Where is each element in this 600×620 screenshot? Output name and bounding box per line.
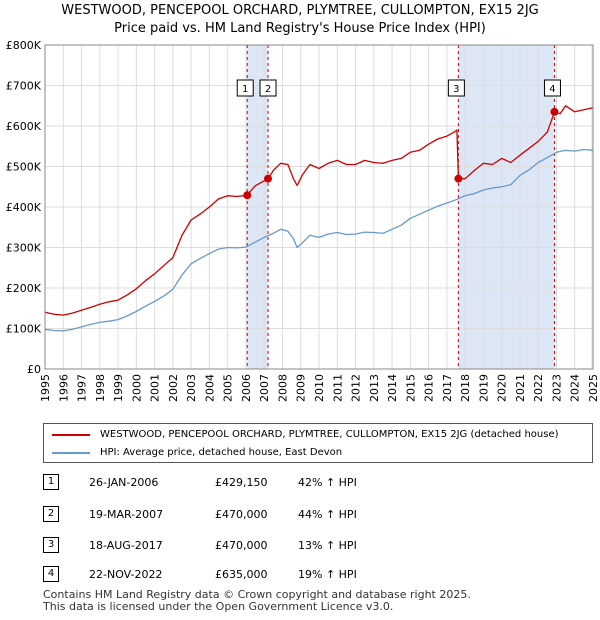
x-tick-label: 2002	[167, 374, 180, 402]
sale-hpi-diff: 42% ↑ HPI	[298, 476, 357, 489]
series-line-property	[44, 105, 594, 316]
x-tick-label: 2021	[514, 374, 527, 402]
sale-price: £470,000	[215, 508, 268, 521]
x-tick-label: 2020	[496, 374, 509, 402]
x-tick-label: 2005	[222, 374, 235, 402]
sale-date: 26-JAN-2006	[89, 476, 159, 489]
sale-date: 22-NOV-2022	[89, 568, 163, 581]
x-tick-label: 1995	[39, 374, 52, 402]
plot-frame	[44, 44, 594, 370]
sale-point	[264, 174, 273, 183]
x-tick-label: 2015	[404, 374, 417, 402]
y-tick-label: £600K	[6, 120, 42, 133]
x-tick-label: 2012	[350, 374, 363, 402]
sales-row: 2 19-MAR-2007 £470,000 44% ↑ HPI	[43, 505, 563, 525]
x-tick-label: 2022	[532, 374, 545, 402]
x-tick-label: 2000	[130, 374, 143, 402]
title-line-1: WESTWOOD, PENCEPOOL ORCHARD, PLYMTREE, C…	[61, 3, 539, 18]
x-tick-label: 2016	[423, 374, 436, 402]
sale-point	[454, 174, 463, 183]
y-tick-label: £300K	[6, 242, 42, 255]
sale-price: £470,000	[215, 539, 268, 552]
x-tick-label: 2001	[149, 374, 162, 402]
chart-title: WESTWOOD, PENCEPOOL ORCHARD, PLYMTREE, C…	[0, 2, 600, 38]
sale-hpi-diff: 44% ↑ HPI	[298, 508, 357, 521]
sale-badge-box	[447, 79, 465, 97]
sale-badge-box	[543, 79, 561, 97]
x-tick-label: 1996	[57, 374, 70, 402]
x-tick-label: 2009	[295, 374, 308, 402]
sale-badge-box	[236, 79, 254, 97]
sale-price: £635,000	[215, 568, 268, 581]
legend-swatch-property	[52, 434, 90, 436]
legend-label-hpi: HPI: Average price, detached house, East…	[100, 447, 343, 458]
x-tick-label: 2004	[203, 374, 216, 402]
y-tick-label: £500K	[6, 161, 42, 174]
price-chart: £0 £100K £200K £300K £400K £500K £600K £700K £80…	[6, 39, 600, 402]
sale-badge-number: 3	[453, 84, 459, 95]
legend-label-property: WESTWOOD, PENCEPOOL ORCHARD, PLYMTREE, C…	[100, 429, 559, 440]
x-tick-label: 2017	[441, 374, 454, 402]
x-tick-label: 1997	[76, 374, 89, 402]
footer-line-2: This data is licensed under the Open Gov…	[43, 600, 394, 613]
x-tick-label: 1999	[112, 374, 125, 402]
y-tick-label: £400K	[6, 201, 42, 214]
sale-point	[550, 107, 559, 116]
footer-attribution: Contains HM Land Registry data © Crown c…	[43, 589, 471, 613]
sale-badge-box	[259, 79, 277, 97]
sale-hpi-diff: 19% ↑ HPI	[298, 568, 357, 581]
sale-number-badge: 4	[43, 566, 59, 582]
series-line-hpi	[44, 148, 594, 332]
sale-number-badge: 1	[43, 474, 59, 490]
sale-number-badge: 3	[43, 537, 59, 553]
x-tick-label: 2019	[477, 374, 490, 402]
x-tick-label: 2008	[276, 374, 289, 402]
x-tick-label: 2011	[331, 374, 344, 402]
x-tick-label: 2007	[258, 374, 271, 402]
x-tick-label: 2010	[313, 374, 326, 402]
x-tick-label: 1998	[94, 374, 107, 402]
sale-date: 18-AUG-2017	[89, 539, 163, 552]
chart-legend: WESTWOOD, PENCEPOOL ORCHARD, PLYMTREE, C…	[43, 423, 593, 463]
x-tick-label: 2024	[569, 374, 582, 402]
x-tick-label: 2013	[368, 374, 381, 402]
y-tick-label: £100K	[6, 323, 42, 336]
sale-date: 19-MAR-2007	[89, 508, 164, 521]
sale-point	[243, 191, 252, 200]
x-tick-label: 2003	[185, 374, 198, 402]
sale-number-badge: 2	[43, 506, 59, 522]
x-tick-label: 2023	[550, 374, 563, 402]
sales-row: 3 18-AUG-2017 £470,000 13% ↑ HPI	[43, 536, 563, 556]
sale-badge-number: 4	[549, 84, 555, 95]
y-tick-label: £0	[27, 363, 41, 376]
x-tick-label: 2025	[587, 374, 600, 402]
title-line-2: Price paid vs. HM Land Registry's House …	[114, 21, 486, 36]
sales-row: 4 22-NOV-2022 £635,000 19% ↑ HPI	[43, 565, 563, 585]
legend-swatch-hpi	[52, 452, 90, 454]
sales-row: 1 26-JAN-2006 £429,150 42% ↑ HPI	[43, 473, 563, 493]
x-tick-label: 2014	[386, 374, 399, 402]
x-tick-label: 2006	[240, 374, 253, 402]
footer-line-1: Contains HM Land Registry data © Crown c…	[43, 588, 471, 601]
sale-price: £429,150	[215, 476, 268, 489]
x-tick-label: 2018	[459, 374, 472, 402]
y-tick-label: £200K	[6, 282, 42, 295]
y-tick-label: £800K	[6, 39, 42, 52]
sale-badge-number: 1	[242, 84, 248, 95]
y-tick-label: £700K	[6, 80, 42, 93]
sale-hpi-diff: 13% ↑ HPI	[298, 539, 357, 552]
sale-badge-number: 2	[265, 84, 271, 95]
